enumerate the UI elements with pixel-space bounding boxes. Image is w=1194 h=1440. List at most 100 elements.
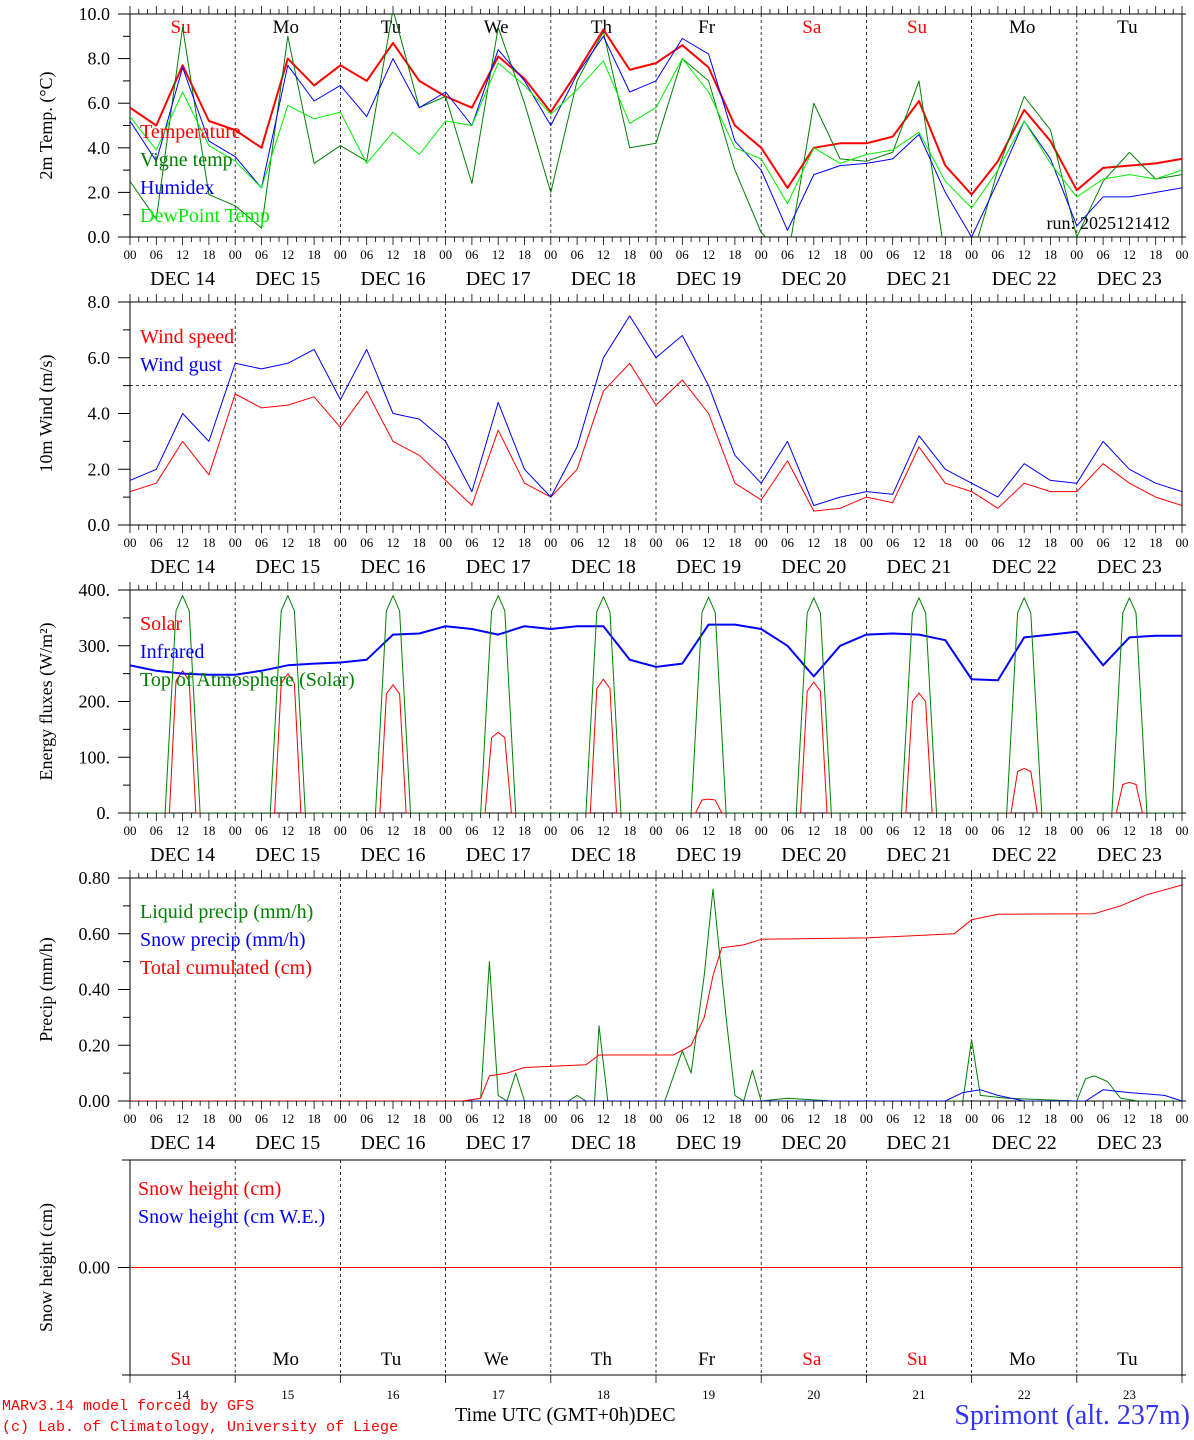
hour-label: 06: [255, 1111, 269, 1126]
y-tick-label: 2.0: [88, 459, 111, 479]
y-axis-label: 2m Temp. (°C): [36, 71, 57, 179]
hour-label: 12: [387, 823, 400, 838]
day-number: 22: [1018, 1387, 1031, 1402]
hour-label: 12: [1123, 823, 1136, 838]
hour-label: 00: [334, 247, 347, 262]
hour-label: 00: [544, 535, 557, 550]
weekday-label: Fr: [698, 17, 716, 38]
weekday-label: Tu: [1117, 17, 1138, 38]
panel-5: 14 15 16 17 18 19 20 21 22 23 Su Mo Tu We Th Fr Sa Su Mo Tu…: [36, 1159, 1186, 1402]
hour-label: 06: [150, 1111, 164, 1126]
hour-label: 06: [255, 247, 269, 262]
hour-label: 06: [465, 247, 479, 262]
hour-label: 06: [1097, 823, 1111, 838]
date-label: DEC 23: [1097, 556, 1162, 578]
date-label: DEC 18: [571, 556, 636, 578]
date-label: DEC 15: [255, 844, 320, 866]
hour-label: 18: [518, 247, 531, 262]
hour-label: 18: [939, 1111, 952, 1126]
hour-label: 12: [492, 823, 505, 838]
y-tick-label: 8.0: [88, 292, 111, 312]
hour-label: 06: [676, 535, 690, 550]
hour-label: 06: [991, 535, 1005, 550]
panel-2: 00 06 12 18 DEC 14 00 06 12 18 DEC 15 00 06 12 18 DEC …: [36, 292, 1189, 578]
legend-entry: Infrared: [140, 641, 204, 663]
weekday-label: Sa: [802, 17, 822, 38]
hour-label: 18: [834, 823, 847, 838]
x-axis-label: Time UTC (GMT+0h)DEC: [455, 1404, 676, 1427]
hour-label: 00: [544, 823, 557, 838]
hour-label: 18: [308, 1111, 321, 1126]
hour-label: 00: [124, 1111, 137, 1126]
hour-label: 12: [597, 247, 610, 262]
hour-label: 00: [650, 247, 663, 262]
hour-label: 12: [1018, 247, 1031, 262]
hour-label: 00: [1176, 823, 1189, 838]
y-axis-label: Precip (mm/h): [36, 937, 57, 1041]
weekday-label: Tu: [381, 1349, 402, 1370]
hour-label: 18: [202, 1111, 215, 1126]
hour-label: 12: [807, 247, 820, 262]
series-line-top-of-atmosphere-solar: [130, 595, 1182, 813]
hour-label: 18: [623, 247, 636, 262]
hour-label: 06: [360, 535, 374, 550]
hour-label: 18: [518, 823, 531, 838]
series-group: [130, 14, 1182, 237]
y-tick-label: 4.0: [88, 138, 111, 158]
hour-label: 06: [255, 823, 269, 838]
legend-entry: Temperature: [140, 121, 241, 143]
date-label: DEC 14: [150, 844, 215, 866]
series-line-vigne-temp: [130, 14, 1182, 237]
hour-label: 06: [150, 823, 164, 838]
day-number: 18: [597, 1387, 610, 1402]
series-line-wind-gust: [130, 315, 1182, 506]
date-label: DEC 19: [676, 844, 741, 866]
day-number: 21: [913, 1387, 926, 1402]
hour-label: 06: [886, 247, 900, 262]
date-label: DEC 14: [150, 268, 215, 290]
hour-label: 00: [544, 1111, 557, 1126]
y-tick-label: 0.0: [88, 515, 111, 535]
hour-label: 06: [886, 823, 900, 838]
date-label: DEC 19: [676, 1132, 741, 1154]
hour-label: 12: [597, 535, 610, 550]
hour-label: 18: [728, 823, 741, 838]
hour-label: 12: [913, 535, 926, 550]
y-tick-label: 100.: [79, 747, 111, 767]
hour-label: 06: [676, 1111, 690, 1126]
weekday-label: Mo: [1009, 1349, 1035, 1370]
hour-label: 00: [860, 823, 873, 838]
hour-label: 12: [281, 1111, 294, 1126]
hour-label: 12: [492, 247, 505, 262]
weekday-label: We: [484, 17, 509, 38]
legend-entry: Snow height (cm W.E.): [138, 1206, 325, 1228]
hour-label: 12: [702, 247, 715, 262]
y-axis-label: 10m Wind (m/s): [36, 355, 57, 473]
hour-label: 00: [860, 247, 873, 262]
panel-3: 00 06 12 18 DEC 14 00 06 12 18 DEC 15 00 06 12 18 DEC …: [36, 580, 1189, 866]
hour-label: 12: [281, 823, 294, 838]
panel-4: 00 06 12 18 DEC 14 00 06 12 18 DEC 15 00 06 12 18 DEC …: [36, 868, 1189, 1154]
hour-label: 12: [1018, 535, 1031, 550]
date-label: DEC 19: [676, 268, 741, 290]
hour-label: 12: [807, 1111, 820, 1126]
hour-label: 06: [360, 247, 374, 262]
series-group: [130, 315, 1182, 512]
hour-label: 00: [1070, 823, 1083, 838]
date-label: DEC 15: [255, 1132, 320, 1154]
hour-label: 12: [387, 535, 400, 550]
date-label: DEC 17: [466, 1132, 531, 1154]
hour-label: 00: [1176, 1111, 1189, 1126]
hour-label: 00: [1176, 535, 1189, 550]
date-label: DEC 20: [781, 1132, 846, 1154]
hour-label: 12: [597, 823, 610, 838]
y-tick-label: 0.00: [79, 1091, 111, 1111]
hour-label: 00: [439, 823, 452, 838]
y-tick-label: 10.0: [79, 4, 111, 24]
series-line-dewpoint-temp: [130, 58, 1182, 209]
hour-label: 00: [650, 823, 663, 838]
hour-label: 18: [939, 823, 952, 838]
hour-label: 06: [150, 535, 164, 550]
hour-label: 12: [702, 823, 715, 838]
hour-label: 00: [229, 1111, 242, 1126]
